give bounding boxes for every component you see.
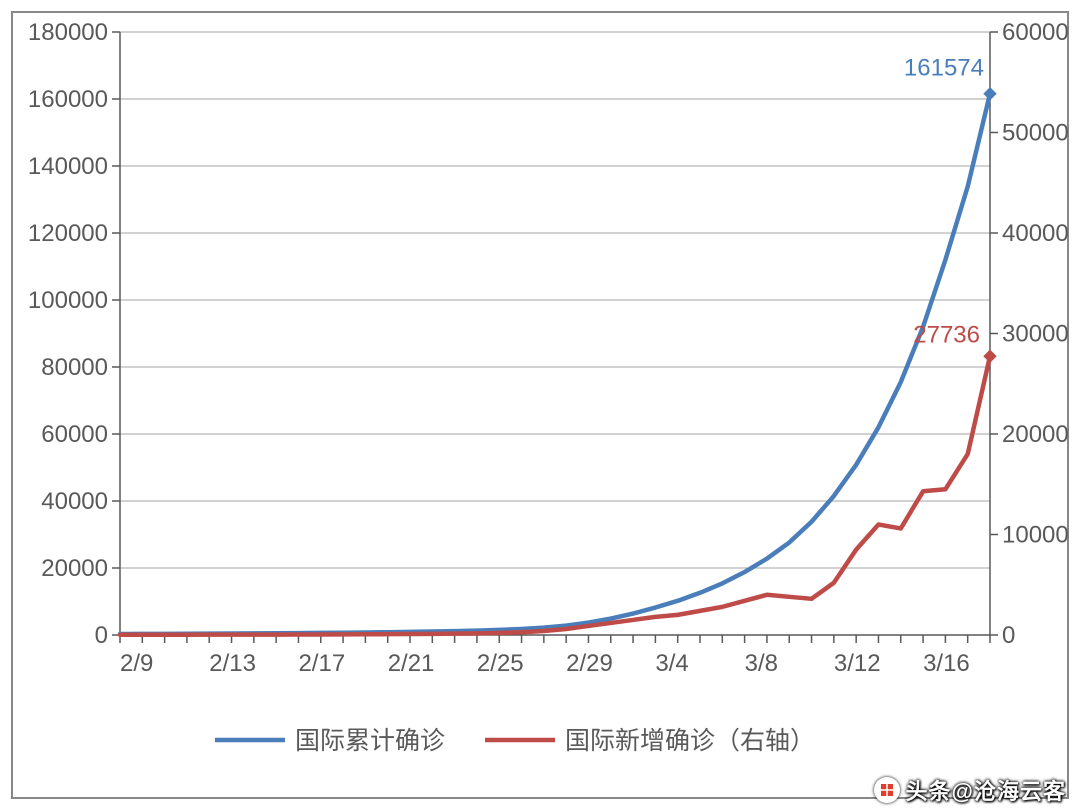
svg-text:161574: 161574 — [904, 55, 984, 82]
watermark: 头条@沧海云客 — [874, 774, 1066, 806]
svg-text:2/9: 2/9 — [120, 650, 153, 677]
chart-container: 0200004000060000800001000001200001400001… — [10, 10, 1070, 800]
svg-text:50000: 50000 — [1002, 120, 1069, 147]
svg-text:3/16: 3/16 — [923, 650, 970, 677]
svg-text:27736: 27736 — [913, 321, 980, 348]
svg-text:2/25: 2/25 — [477, 650, 524, 677]
svg-text:0: 0 — [1002, 622, 1015, 649]
svg-text:3/4: 3/4 — [655, 650, 688, 677]
svg-text:30000: 30000 — [1002, 321, 1069, 348]
svg-text:120000: 120000 — [28, 220, 108, 247]
svg-text:2/13: 2/13 — [209, 650, 256, 677]
svg-text:20000: 20000 — [41, 555, 108, 582]
watermark-text: 头条@沧海云客 — [906, 774, 1066, 806]
svg-text:国际累计确诊: 国际累计确诊 — [295, 727, 445, 755]
svg-text:100000: 100000 — [28, 287, 108, 314]
svg-text:80000: 80000 — [41, 354, 108, 381]
svg-text:40000: 40000 — [1002, 220, 1069, 247]
svg-text:180000: 180000 — [28, 19, 108, 46]
svg-text:10000: 10000 — [1002, 522, 1069, 549]
svg-text:2/21: 2/21 — [388, 650, 435, 677]
svg-text:0: 0 — [95, 622, 108, 649]
svg-text:3/8: 3/8 — [745, 650, 778, 677]
svg-text:2/29: 2/29 — [566, 650, 613, 677]
svg-text:3/12: 3/12 — [834, 650, 881, 677]
svg-text:20000: 20000 — [1002, 421, 1069, 448]
svg-text:国际新增确诊（右轴）: 国际新增确诊（右轴） — [565, 727, 815, 755]
svg-text:140000: 140000 — [28, 153, 108, 180]
svg-text:160000: 160000 — [28, 86, 108, 113]
svg-text:2/17: 2/17 — [298, 650, 345, 677]
watermark-logo-icon — [874, 777, 900, 803]
svg-text:40000: 40000 — [41, 488, 108, 515]
svg-text:60000: 60000 — [1002, 19, 1069, 46]
svg-text:60000: 60000 — [41, 421, 108, 448]
line-chart: 0200004000060000800001000001200001400001… — [10, 10, 1070, 800]
